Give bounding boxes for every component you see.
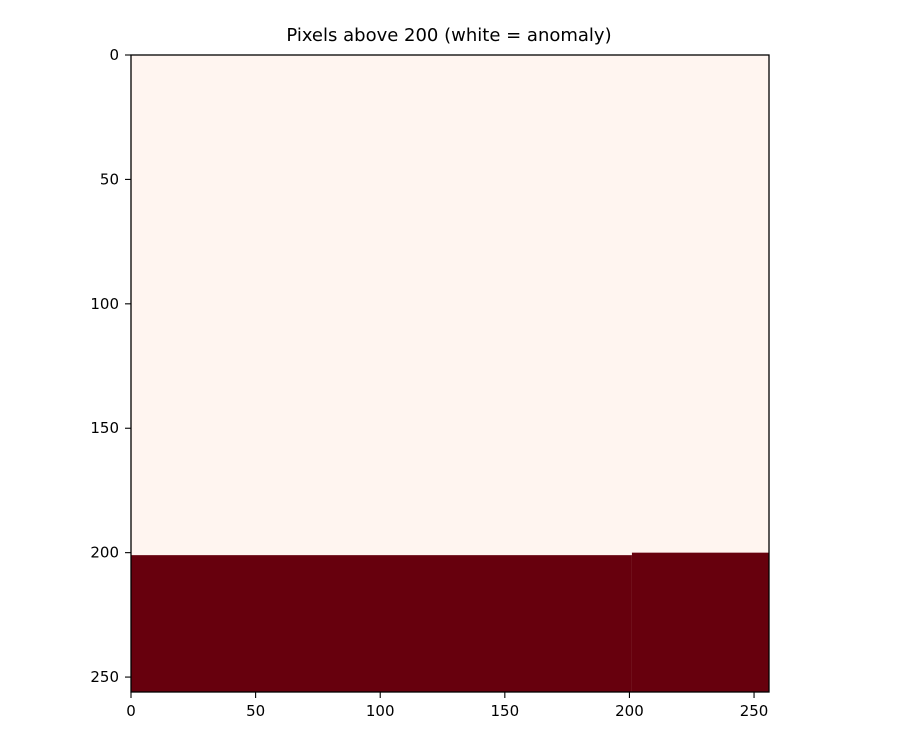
x-tick-label: 100 — [366, 702, 395, 720]
x-tick-label: 50 — [246, 702, 265, 720]
heatmap-region-above — [131, 55, 769, 556]
y-tick-label: 150 — [90, 419, 119, 437]
heatmap-region-below-right — [631, 552, 769, 692]
y-tick-label: 0 — [109, 46, 119, 64]
chart-title: Pixels above 200 (white = anomaly) — [286, 25, 611, 46]
x-tick-label: 0 — [126, 702, 136, 720]
y-tick-label: 200 — [90, 544, 119, 562]
y-tick-label: 50 — [100, 170, 119, 188]
plot-frame — [130, 54, 770, 693]
x-tick-label: 150 — [491, 702, 520, 720]
heatmap-region-below-left — [131, 555, 632, 692]
y-tick-label: 100 — [90, 295, 119, 313]
x-axis: 0 50 100 150 200 250 — [126, 692, 768, 720]
x-tick-label: 200 — [615, 702, 644, 720]
y-axis: 0 50 100 150 200 250 — [90, 46, 131, 686]
x-tick-label: 250 — [740, 702, 769, 720]
y-tick-label: 250 — [90, 668, 119, 686]
plot-area — [131, 55, 769, 692]
